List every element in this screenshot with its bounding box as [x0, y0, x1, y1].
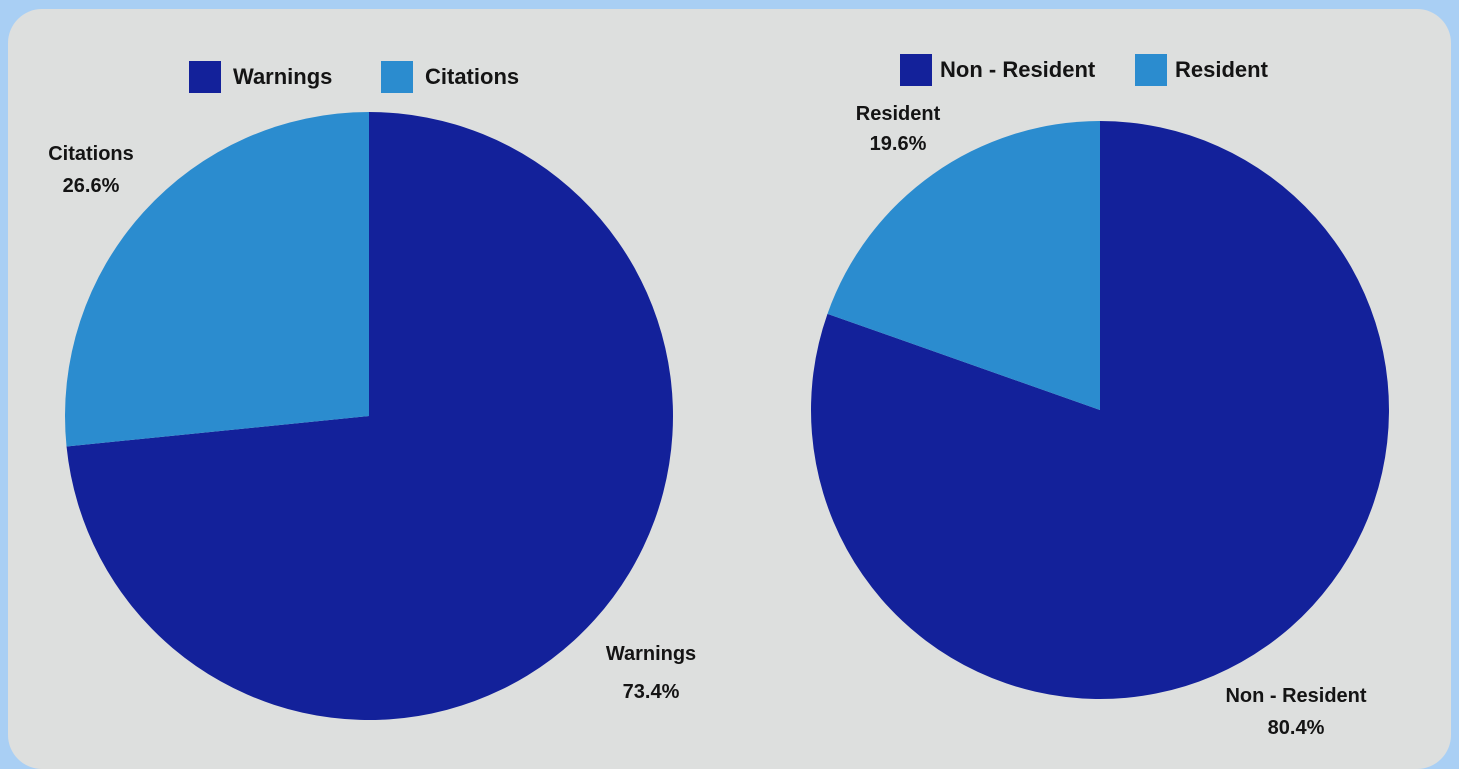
legend-swatch-warnings [189, 61, 221, 93]
data-label-value-resident: 19.6% [870, 133, 927, 155]
data-label-name-citations: Citations [48, 143, 134, 165]
legend-label-citations: Citations [425, 64, 519, 89]
pie-slice-citations [64, 112, 369, 447]
legend-label-non-resident: Non - Resident [940, 57, 1096, 82]
legend-label-resident: Resident [1175, 57, 1269, 82]
pie-slice-resident [827, 121, 1100, 410]
data-label-name-non-resident: Non - Resident [1225, 685, 1366, 707]
legend-swatch-citations [381, 61, 413, 93]
pie-chart-2: Non - Resident Resident Non - Resident 80.4… [811, 54, 1389, 739]
data-label-value-citations: 26.6% [63, 175, 120, 197]
data-label-name-warnings: Warnings [606, 643, 696, 665]
data-label-value-warnings: 73.4% [623, 681, 680, 703]
pie-slice-warnings [66, 112, 674, 721]
data-label-name-resident: Resident [856, 103, 941, 125]
pie-chart-1: Warnings Citations Warnings 73.4% Citations 2… [48, 61, 696, 721]
data-label-value-non-resident: 80.4% [1268, 717, 1325, 739]
legend-swatch-resident [1135, 54, 1167, 86]
legend-label-warnings: Warnings [233, 64, 332, 89]
charts-canvas: Warnings Citations Warnings 73.4% Citations 2… [48, 54, 1389, 739]
legend-swatch-non-resident [900, 54, 932, 86]
